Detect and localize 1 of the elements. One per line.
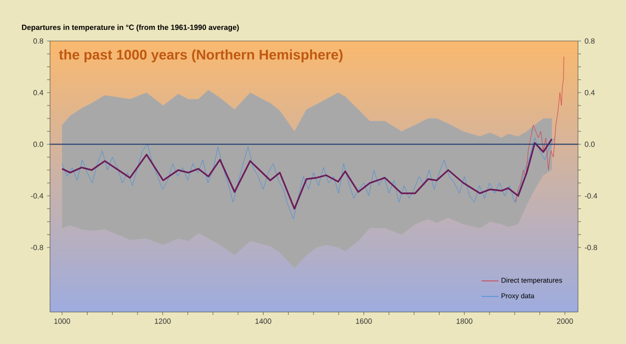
- text: the past 1000 years (Northern Hemisphere): [58, 49, 343, 62]
